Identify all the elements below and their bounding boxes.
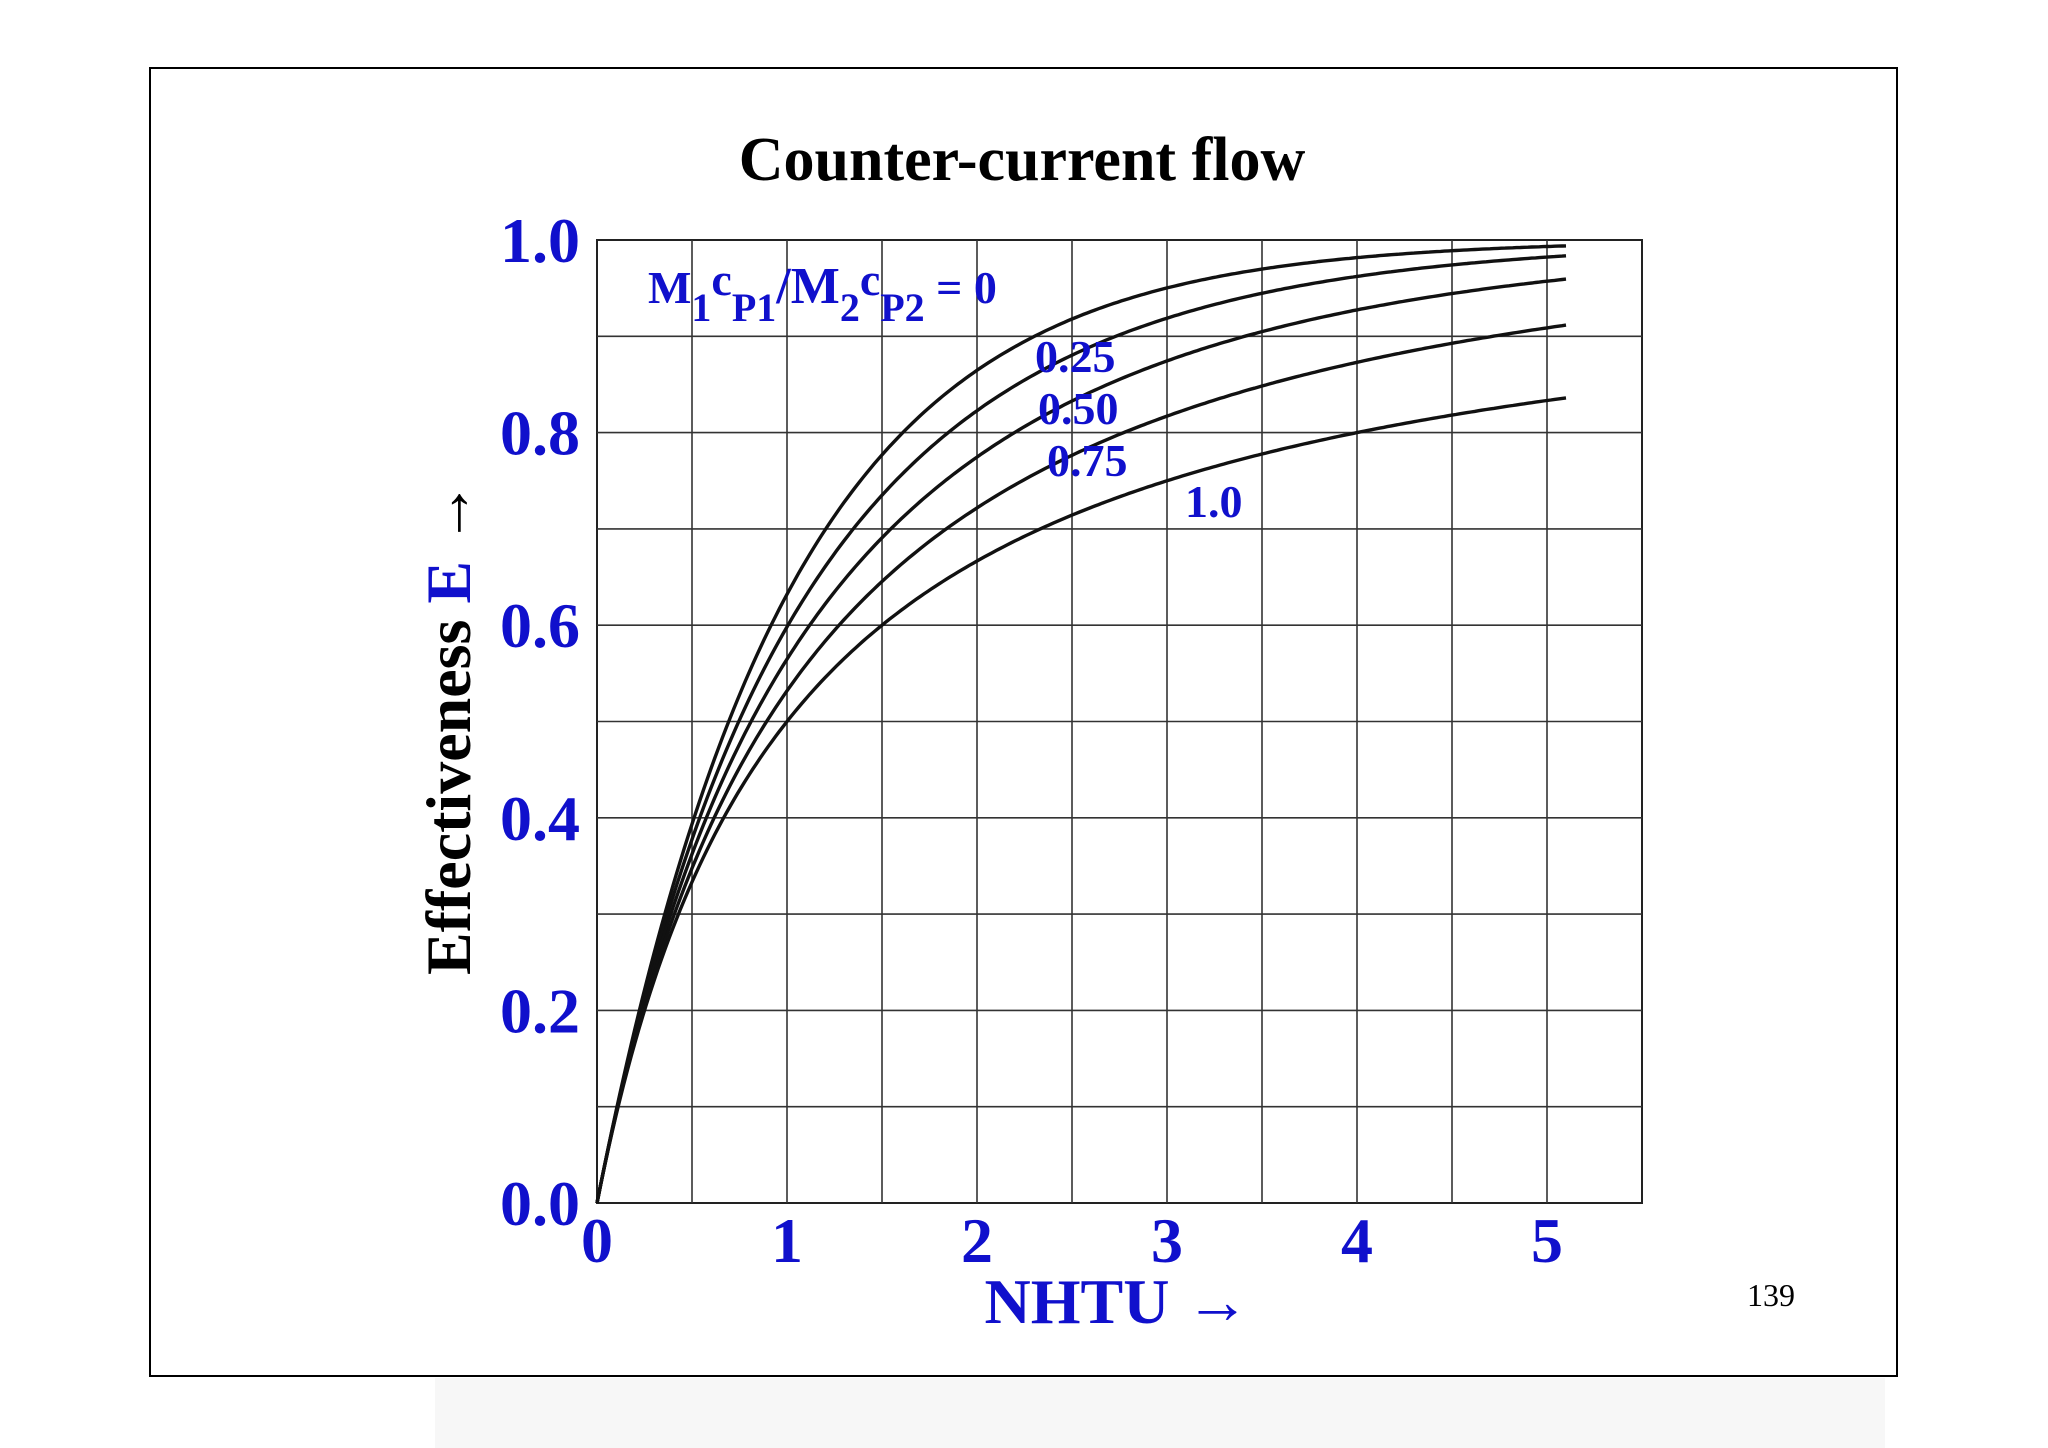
x-tick-label: 5 xyxy=(1531,1205,1563,1276)
chart-curves xyxy=(595,244,1567,1204)
background-shade xyxy=(435,1378,1885,1448)
legend-subp1: P1 xyxy=(732,285,776,330)
x-tick-label: 2 xyxy=(961,1205,993,1276)
x-tick-label: 1 xyxy=(771,1205,803,1276)
y-tick-label: 0.0 xyxy=(500,1168,580,1239)
x-tick-label: 0 xyxy=(581,1205,613,1276)
legend-eq: = 0 xyxy=(925,262,997,313)
curve-label-10: 1.0 xyxy=(1185,476,1243,527)
y-axis-title: Effectiveness E → xyxy=(413,481,484,975)
curve-label-025: 0.25 xyxy=(1035,331,1116,382)
curve-label-050: 0.50 xyxy=(1038,383,1119,434)
legend-c2: c xyxy=(860,254,880,305)
x-axis-title: NHTU → xyxy=(985,1266,1250,1337)
x-tick-labels: 0 1 2 3 4 5 xyxy=(581,1205,1563,1276)
y-tick-label: 0.4 xyxy=(500,783,580,854)
curve-ratio-0-5 xyxy=(595,277,1567,1204)
y-tick-label: 0.6 xyxy=(500,590,580,661)
x-tick-label: 4 xyxy=(1341,1205,1373,1276)
legend-m1: M xyxy=(648,262,691,313)
y-tick-label: 0.8 xyxy=(500,398,580,469)
legend-sub2: 2 xyxy=(840,285,860,330)
curve-ratio-1 xyxy=(595,396,1567,1204)
chart-grid xyxy=(596,239,1643,1204)
curve-label-075: 0.75 xyxy=(1047,435,1128,486)
curve-ratio-0-25 xyxy=(595,254,1567,1204)
curve-ratio-0 xyxy=(595,244,1567,1204)
y-tick-label: 0.2 xyxy=(500,975,580,1046)
legend-subp2: P2 xyxy=(880,285,924,330)
y-tick-label: 1.0 xyxy=(500,205,580,276)
chart-title: Counter-current flow xyxy=(739,126,1306,194)
legend-slash-m2: /M xyxy=(775,258,840,315)
y-axis-title-arrow: → xyxy=(413,481,484,561)
x-tick-label: 3 xyxy=(1151,1205,1183,1276)
legend-title: M1cP1/M2cP2 = 0 xyxy=(648,254,997,330)
y-tick-labels: 0.0 0.2 0.4 0.6 0.8 1.0 xyxy=(500,205,580,1239)
curve-ratio-0-75 xyxy=(595,323,1567,1204)
y-axis-title-symbol: E xyxy=(413,561,484,604)
page-number: 139 xyxy=(1747,1277,1795,1313)
legend-sub1: 1 xyxy=(691,285,711,330)
legend-c1: c xyxy=(711,254,731,305)
y-axis-title-prefix: Effectiveness xyxy=(413,604,484,975)
